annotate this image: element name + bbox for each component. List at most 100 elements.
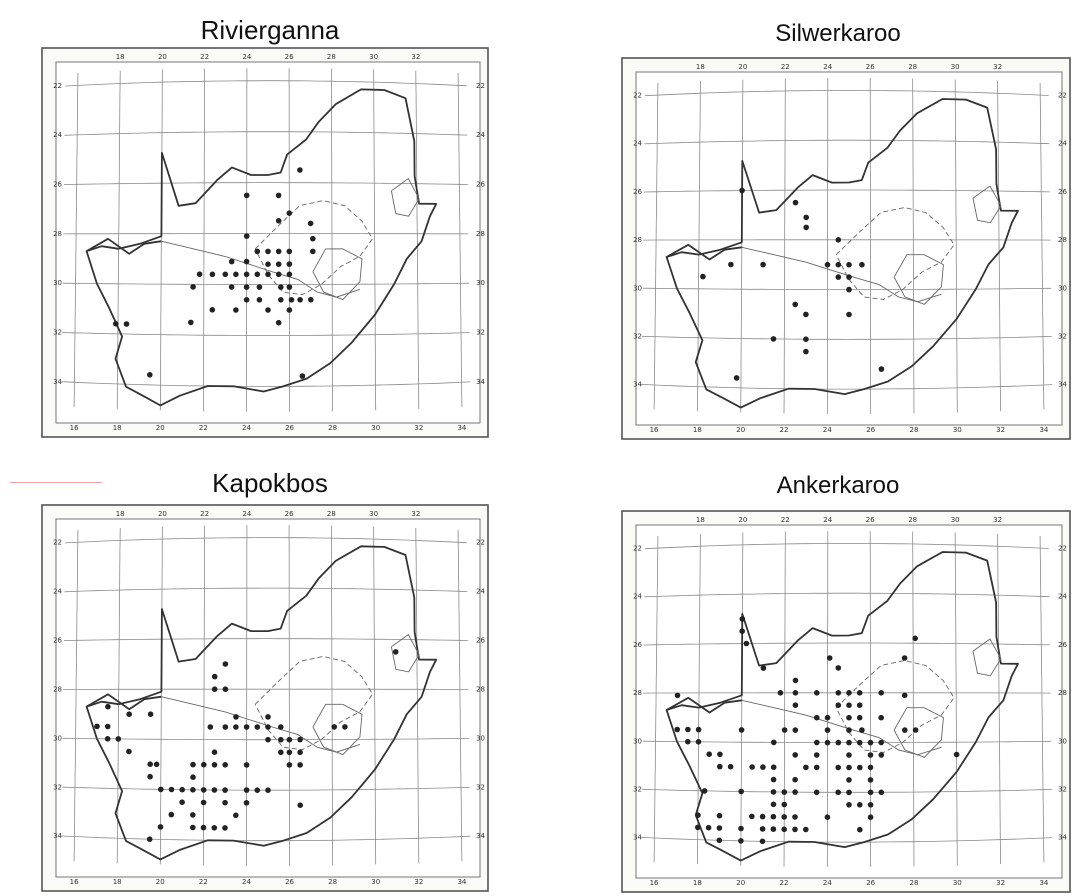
lat-tick-right: 34: [476, 832, 485, 840]
occurrence-dot: [297, 762, 303, 768]
lat-tick-left: 22: [633, 92, 642, 100]
occurrence-dot: [846, 789, 852, 796]
occurrence-dot: [275, 319, 282, 326]
occurrence-dot: [878, 366, 885, 372]
occurrence-dot: [760, 764, 766, 770]
orange-river-border: [86, 693, 162, 711]
parallel-line: [641, 837, 1053, 843]
meridian-line: [783, 78, 786, 414]
occurrence-dot: [738, 788, 744, 795]
meridian-line: [73, 529, 79, 862]
occurrence-dot: [792, 814, 798, 820]
occurrence-dot: [717, 751, 723, 758]
occurrence-dot: [856, 714, 863, 721]
lat-tick-right: 26: [476, 181, 485, 189]
occurrence-dot: [846, 739, 852, 746]
occurrence-dot: [856, 739, 863, 746]
lon-tick-bottom: 24: [242, 878, 251, 886]
lat-tick-left: 30: [633, 737, 642, 745]
lat-tick-right: 34: [1058, 834, 1067, 842]
occurrence-dot: [222, 661, 229, 667]
occurrence-dot: [222, 787, 228, 793]
lon-tick-bottom: 20: [736, 879, 745, 887]
occurrence-dot: [792, 702, 799, 708]
lon-tick-bottom: 18: [113, 878, 122, 886]
meridian-line: [415, 70, 420, 410]
lon-tick-top: 22: [781, 516, 790, 524]
lon-tick-top: 20: [738, 516, 747, 524]
lat-tick-right: 32: [476, 329, 485, 337]
lon-tick-bottom: 16: [70, 878, 79, 886]
occurrence-dot: [228, 258, 235, 265]
occurrence-dot: [146, 836, 153, 842]
map-panel-rivierganna: Rivierganna 16 18 18 20 20 22 22 24 24 26 26 28 28 30…: [40, 0, 500, 444]
occurrence-dot: [867, 789, 874, 796]
occurrence-dot: [104, 736, 111, 742]
occurrence-dot: [211, 673, 218, 680]
lat-tick-right: 28: [476, 685, 485, 693]
lat-tick-left: 34: [53, 832, 62, 840]
occurrence-dot: [265, 714, 271, 720]
lon-tick-bottom: 16: [70, 424, 79, 432]
occurrence-dot: [695, 812, 701, 818]
occurrence-dot: [878, 714, 884, 721]
lon-tick-bottom: 30: [953, 879, 962, 887]
meridian-line: [331, 525, 333, 866]
occurrence-dot: [803, 826, 809, 833]
occurrence-dot: [770, 764, 777, 770]
lon-tick-bottom: 22: [199, 424, 208, 432]
occurrence-dot: [716, 812, 723, 819]
lat-tick-left: 28: [633, 236, 642, 244]
lat-tick-left: 32: [53, 329, 62, 337]
occurrence-dot: [867, 739, 874, 746]
parallel-line: [644, 139, 1050, 145]
occurrence-dot: [233, 271, 239, 278]
occurrence-dot: [147, 761, 153, 767]
occurrence-dot: [739, 628, 745, 634]
lon-tick-bottom: 30: [953, 426, 962, 434]
lat-tick-right: 32: [476, 783, 485, 791]
occurrence-dot: [781, 727, 788, 733]
occurrence-dot: [739, 616, 746, 622]
occurrence-dot: [846, 286, 852, 293]
occurrence-dot: [211, 686, 218, 692]
occurrence-dot: [254, 724, 261, 730]
occurrence-dot: [803, 311, 809, 318]
lon-tick-bottom: 18: [693, 426, 702, 434]
occurrence-dot: [727, 763, 734, 770]
province-boundary: [161, 240, 361, 298]
occurrence-dot: [878, 752, 885, 758]
lon-tick-bottom: 18: [693, 879, 702, 887]
lon-tick-top: 32: [993, 516, 1002, 524]
occurrence-dot: [781, 801, 788, 808]
occurrence-dot: [94, 723, 100, 730]
occurrence-dot: [716, 825, 723, 831]
occurrence-dot: [243, 258, 250, 265]
lon-tick-top: 26: [285, 53, 294, 61]
occurrence-dot: [770, 801, 777, 808]
lat-tick-right: 28: [476, 230, 485, 238]
lat-tick-left: 30: [633, 284, 642, 292]
occurrence-dot: [207, 724, 214, 730]
occurrence-dot: [278, 297, 284, 303]
occurrence-dot: [792, 789, 798, 795]
meridian-line: [826, 78, 829, 415]
occurrence-dot: [846, 714, 852, 721]
lat-tick-left: 22: [53, 82, 62, 90]
occurrence-dot: [254, 787, 261, 793]
meridian-line: [653, 535, 659, 863]
occurrence-dot: [835, 274, 842, 280]
occurrence-dot: [835, 237, 842, 243]
lon-tick-bottom: 22: [780, 426, 789, 434]
decorative-rule: [10, 482, 102, 483]
lon-tick-bottom: 24: [823, 426, 832, 434]
occurrence-dot: [846, 752, 852, 758]
lon-tick-top: 28: [327, 510, 336, 518]
lesotho-outline: [893, 254, 944, 305]
occurrence-dot: [209, 307, 216, 313]
occurrence-dot: [179, 799, 185, 805]
occurrence-dot: [105, 703, 111, 710]
lat-tick-right: 32: [1058, 785, 1067, 793]
lon-tick-bottom: 24: [242, 424, 251, 432]
occurrence-dot: [685, 738, 691, 745]
